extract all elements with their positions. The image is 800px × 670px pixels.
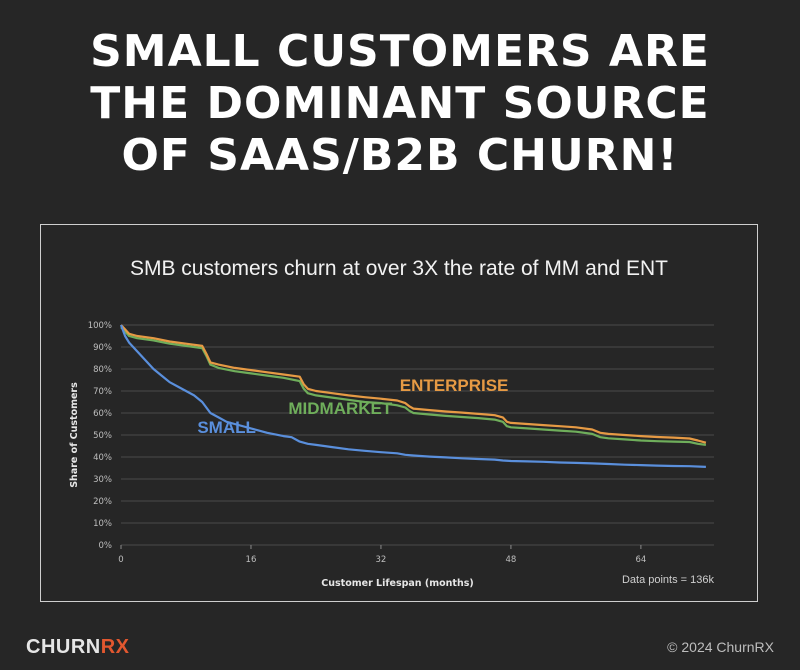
y-axis-label: Share of Customers	[69, 382, 80, 488]
y-tick-label: 80%	[93, 365, 112, 375]
y-tick-label: 0%	[99, 541, 113, 551]
copyright-notice: © 2024 ChurnRX	[667, 639, 774, 655]
x-tick-label: 16	[246, 555, 257, 565]
y-tick-label: 70%	[93, 387, 112, 397]
y-tick-label: 20%	[93, 497, 112, 507]
x-tick-label: 48	[506, 555, 517, 565]
series-label-small: SMALL	[197, 418, 256, 437]
x-tick-label: 0	[118, 555, 123, 565]
data-points-annotation: Data points = 136k	[622, 574, 715, 586]
headline-line-2: THE DOMINANT SOURCE	[90, 78, 710, 129]
x-axis-label: Customer Lifespan (months)	[321, 578, 473, 589]
series-line-small	[119, 324, 706, 468]
y-tick-label: 50%	[93, 431, 112, 441]
x-tick-label: 64	[635, 555, 646, 565]
series-label-midmarket: MIDMARKET	[288, 399, 392, 418]
series-line-enterprise	[120, 324, 707, 444]
x-tick-label: 32	[376, 555, 387, 565]
logo-text-rx: RX	[100, 636, 130, 658]
y-tick-label: 100%	[88, 321, 112, 331]
series-label-enterprise: ENTERPRISE	[400, 376, 509, 395]
churn-line-chart: 0% 10% 20% 30% 40% 50% 60% 70% 80% 90% 100% 0 16 32 48…	[69, 321, 715, 589]
y-tick-label: 40%	[93, 453, 112, 463]
headline: SMALL CUSTOMERS ARE THE DOMINANT SOURCE …	[0, 26, 800, 182]
y-tick-label: 60%	[93, 409, 112, 419]
headline-line-3: OF SAAS/B2B CHURN!	[121, 130, 679, 181]
y-tick-label: 30%	[93, 475, 112, 485]
churnrx-logo: CHURNRX	[26, 636, 130, 659]
y-tick-label: 10%	[93, 519, 112, 529]
y-tick-label: 90%	[93, 343, 112, 353]
logo-text-churn: CHURN	[26, 636, 101, 658]
chart-panel: SMB customers churn at over 3X the rate …	[40, 224, 758, 602]
chart-title: SMB customers churn at over 3X the rate …	[129, 257, 669, 280]
headline-line-1: SMALL CUSTOMERS ARE	[90, 26, 710, 77]
